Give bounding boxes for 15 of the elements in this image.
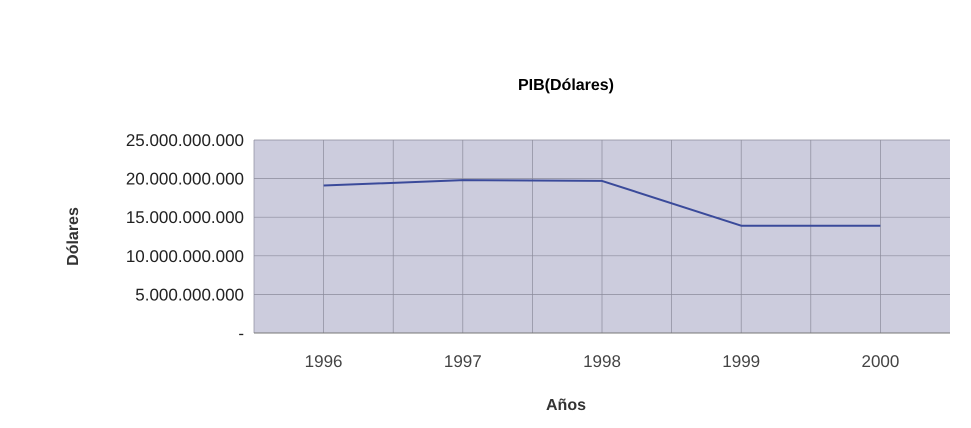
x-tick-label: 1997 (444, 352, 482, 371)
y-tick-label: 25.000.000.000 (126, 130, 244, 150)
y-tick-label: - (238, 324, 244, 343)
y-tick-label: 10.000.000.000 (126, 246, 244, 266)
x-tick-label: 2000 (861, 352, 900, 371)
x-tick-label: 1999 (722, 352, 760, 371)
line-series (322, 179, 882, 227)
chart-title: PIB(Dólares) (518, 77, 614, 94)
y-tick-label: 15.000.000.000 (126, 208, 244, 228)
y-tick-label: 20.000.000.000 (126, 170, 244, 189)
y-tick-label: 5.000.000.000 (135, 285, 244, 304)
x-tick-label: 1998 (583, 352, 621, 371)
x-tick-label: 1996 (304, 352, 343, 371)
y-axis-title: Dólares (65, 207, 82, 266)
x-axis-title: Años (546, 397, 586, 414)
